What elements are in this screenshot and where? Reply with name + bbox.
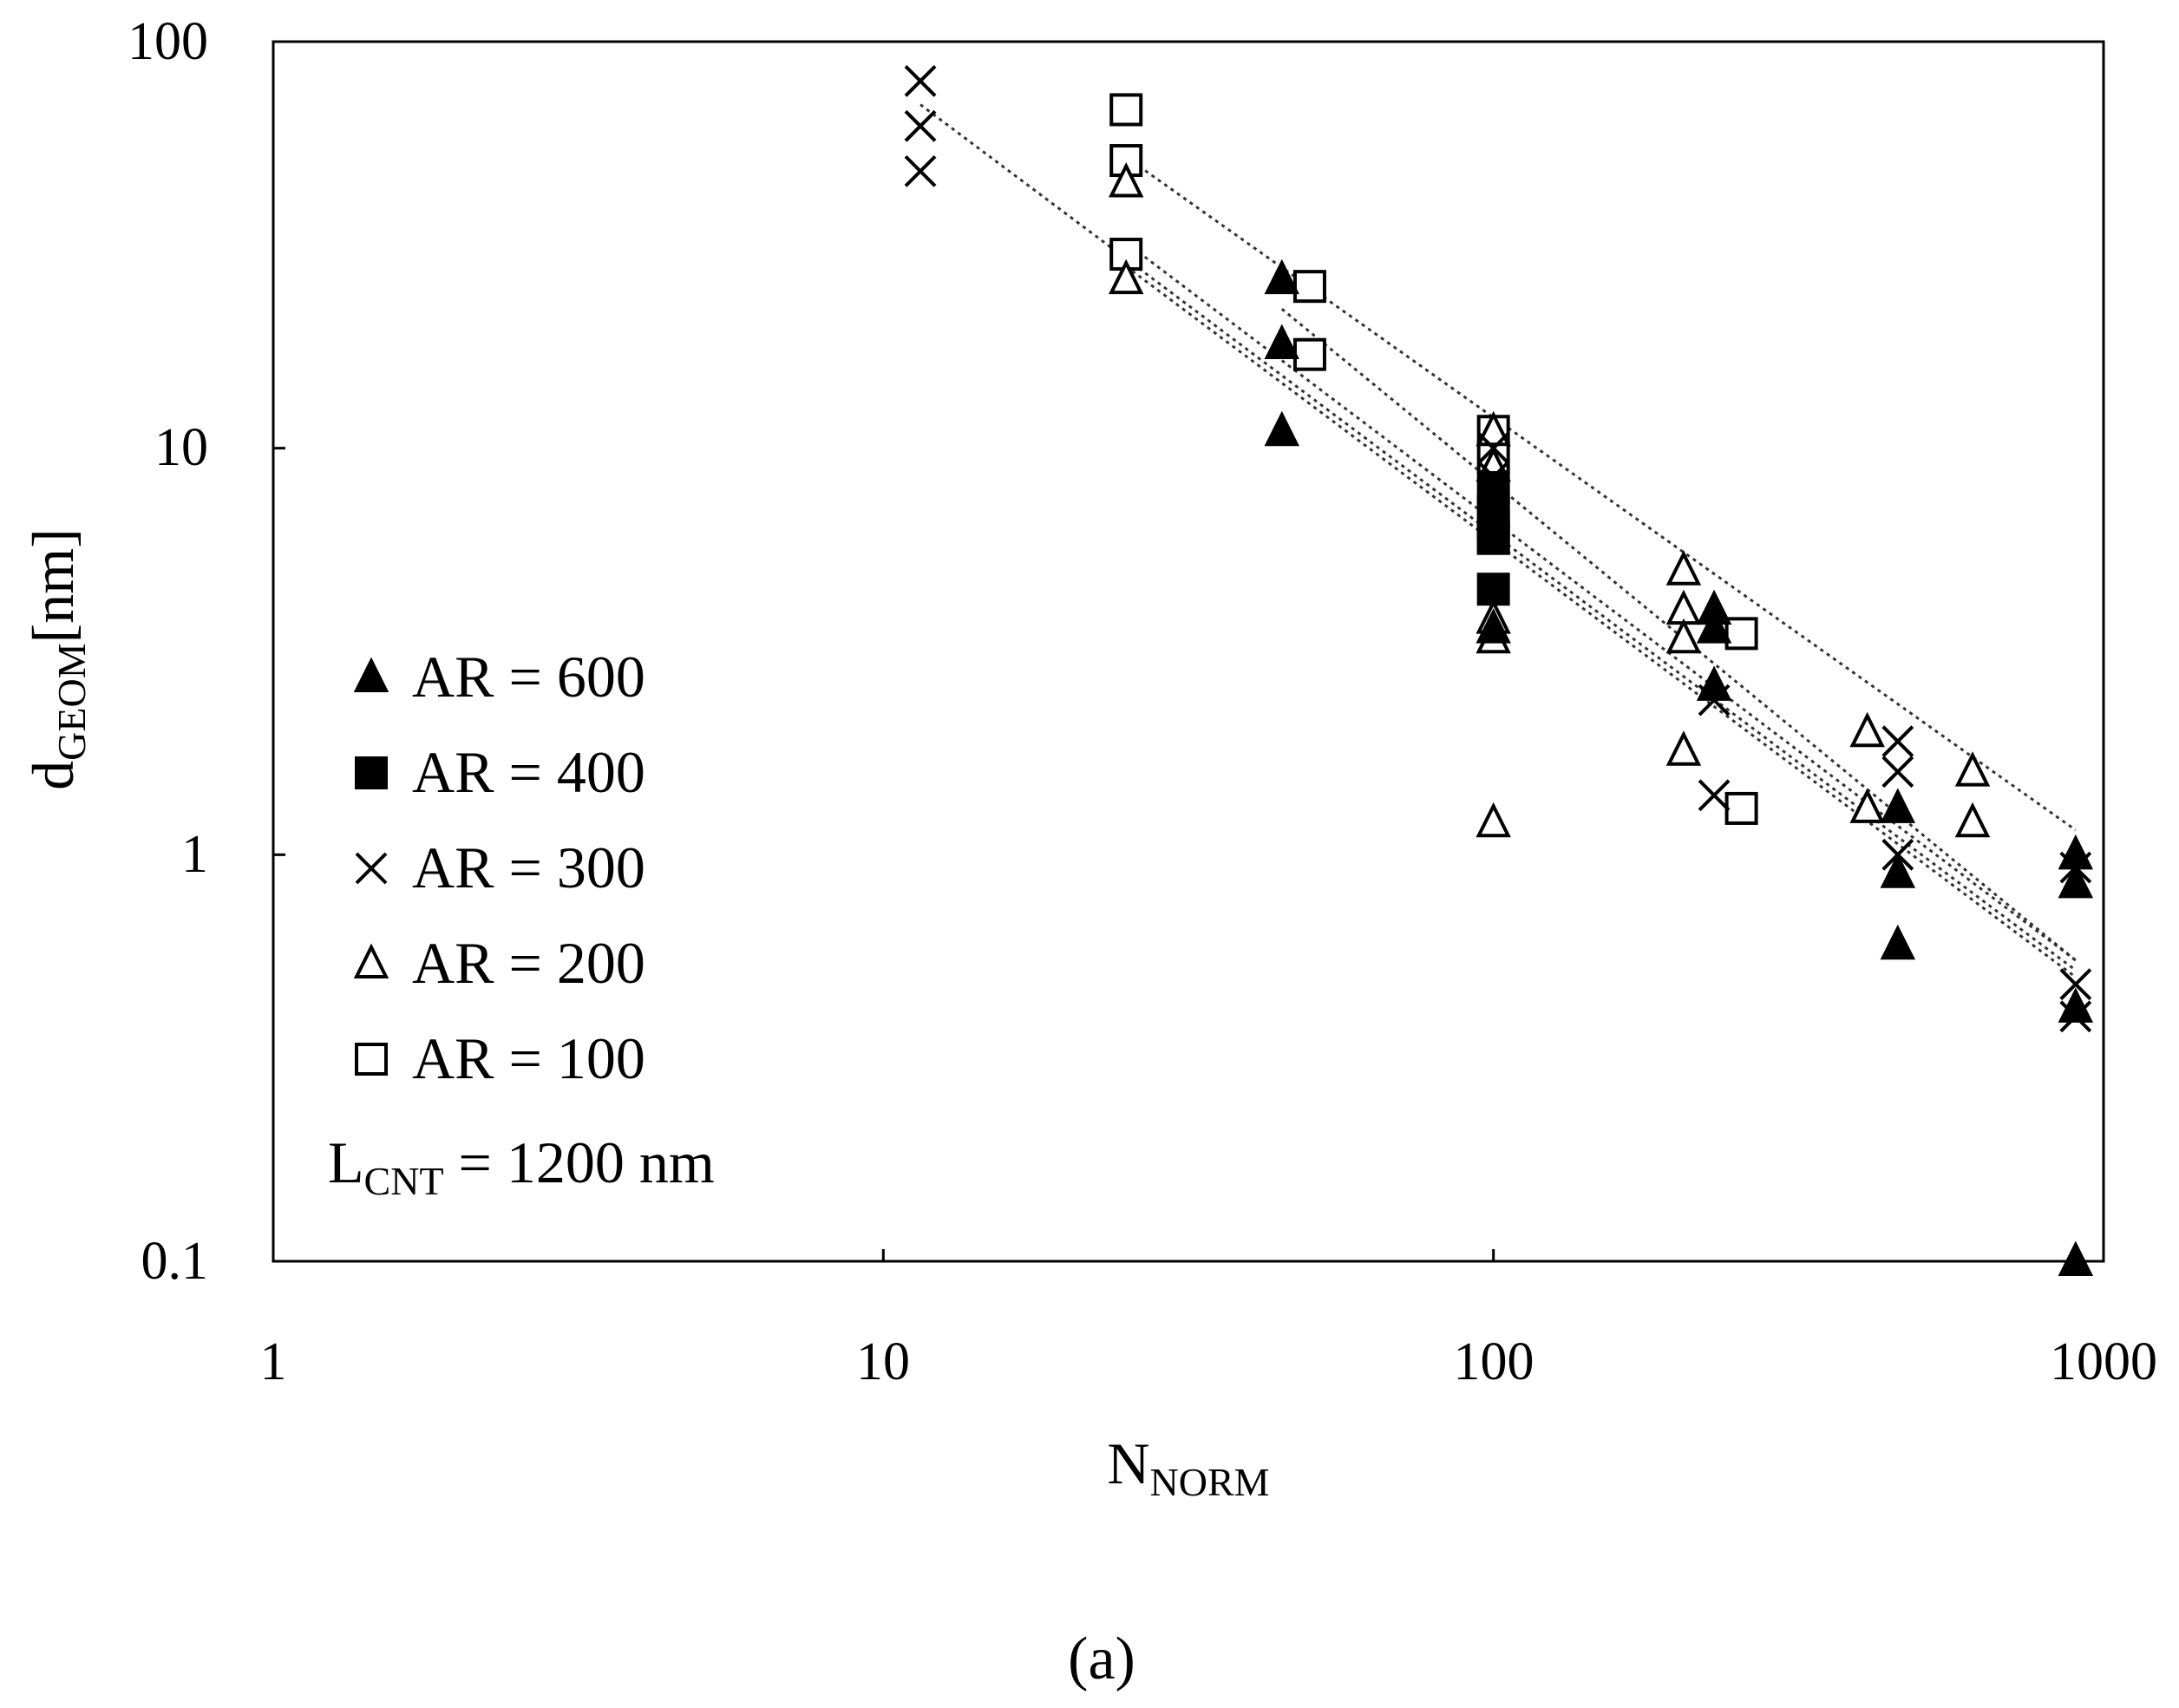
- legend-marker-icon: [353, 657, 389, 692]
- legend-label-ar200: AR = 200: [412, 930, 645, 996]
- plot-area: [272, 40, 2105, 1263]
- y-tick-labels: 0.1 1 10 100: [128, 12, 208, 1291]
- data-point: [1108, 162, 1144, 198]
- legend-marker-icon: [353, 943, 389, 978]
- legend-label-ar100: AR = 100: [412, 1025, 645, 1091]
- data-point: [2058, 862, 2094, 899]
- legend-marker-icon: [355, 1043, 388, 1076]
- trendline: [1125, 241, 2077, 962]
- y-axis-title-unit: [nm]: [20, 528, 86, 643]
- data-point: [1881, 725, 1914, 758]
- data-point: [1881, 756, 1914, 789]
- series-triangle-filled: [1264, 258, 2094, 1276]
- trendline: [1125, 265, 2077, 978]
- x-tick-label: 1: [260, 1332, 287, 1391]
- data-point: [1880, 788, 1916, 823]
- y-axis-title: dGEOM[nm]: [20, 528, 94, 790]
- x-tick-label: 10: [856, 1332, 910, 1391]
- data-point: [1476, 410, 1511, 447]
- x-tick-labels: 1 10 100 1000: [260, 1332, 2158, 1391]
- y-tick-label: 1: [181, 825, 208, 884]
- figure-caption: (a): [1068, 1626, 1135, 1692]
- data-point: [1849, 788, 1885, 823]
- data-point: [1954, 751, 1991, 787]
- data-point: [1665, 550, 1702, 586]
- series-square-filled: [1476, 471, 1510, 606]
- data-point: [1264, 410, 1299, 447]
- data-point: [1665, 618, 1702, 654]
- data-point: [1109, 93, 1143, 127]
- legend-label-ar600: AR = 600: [412, 644, 645, 710]
- trendlines: [919, 103, 2077, 978]
- data-point: [1477, 432, 1510, 465]
- data-point: [1292, 337, 1326, 371]
- data-point: [1476, 802, 1511, 838]
- data-point: [904, 109, 937, 142]
- y-tick-label: 100: [128, 12, 208, 71]
- legend-icons: [353, 657, 389, 1076]
- x-axis-title: NNORM: [1107, 1430, 1269, 1504]
- annotation-rest: = 1200 nm: [444, 1129, 715, 1195]
- data-point: [1476, 608, 1511, 644]
- data-point: [1264, 258, 1299, 295]
- legend-label-ar400: AR = 400: [412, 739, 645, 805]
- y-tick-label: 0.1: [141, 1232, 209, 1291]
- data-point: [2058, 987, 2094, 1023]
- data-point: [1954, 802, 1991, 838]
- data-point: [1696, 608, 1732, 644]
- data-point: [2058, 1240, 2094, 1276]
- annotation-lcnt: LCNT = 1200 nm: [328, 1129, 715, 1203]
- data-point: [1696, 665, 1732, 701]
- trendline: [919, 103, 2077, 972]
- x-axis: [272, 1249, 2105, 1261]
- x-axis-title-sub: NORM: [1150, 1460, 1270, 1504]
- data-point: [1880, 853, 1916, 888]
- x-axis-title-main: N: [1107, 1430, 1149, 1496]
- y-axis-title-main: d: [20, 761, 86, 790]
- y-axis-title-sub: GEOM: [49, 643, 94, 760]
- data-point: [1880, 924, 1916, 960]
- data-point: [904, 65, 937, 97]
- trendline: [1125, 155, 2077, 832]
- data-point: [1665, 730, 1702, 766]
- x-tick-label: 1000: [2050, 1332, 2157, 1391]
- series-square-open: [1109, 93, 1758, 825]
- data-point: [1476, 521, 1510, 555]
- data-point: [1724, 791, 1758, 825]
- legend-label-ar300: AR = 300: [412, 834, 645, 900]
- data-point: [1108, 258, 1144, 295]
- annotation-sub: CNT: [364, 1159, 444, 1203]
- y-tick-label: 10: [154, 418, 208, 477]
- legend: AR = 600 AR = 400 AR = 300 AR = 200 AR =…: [353, 644, 645, 1091]
- data-point: [2059, 968, 2092, 1001]
- legend-marker-icon: [355, 852, 388, 885]
- x-tick-label: 100: [1454, 1332, 1534, 1391]
- series-triangle-open: [1108, 162, 1991, 838]
- data-point: [1724, 617, 1758, 651]
- y-axis: [273, 40, 285, 1263]
- legend-marker-icon: [355, 756, 388, 789]
- data-point: [904, 154, 937, 187]
- data-point: [1698, 779, 1731, 812]
- data-point: [1476, 573, 1510, 606]
- data-point: [1292, 270, 1326, 304]
- data-point: [1849, 711, 1885, 748]
- annotation-main: L: [328, 1129, 364, 1195]
- markers: [904, 65, 2094, 1276]
- data-point: [1264, 324, 1299, 360]
